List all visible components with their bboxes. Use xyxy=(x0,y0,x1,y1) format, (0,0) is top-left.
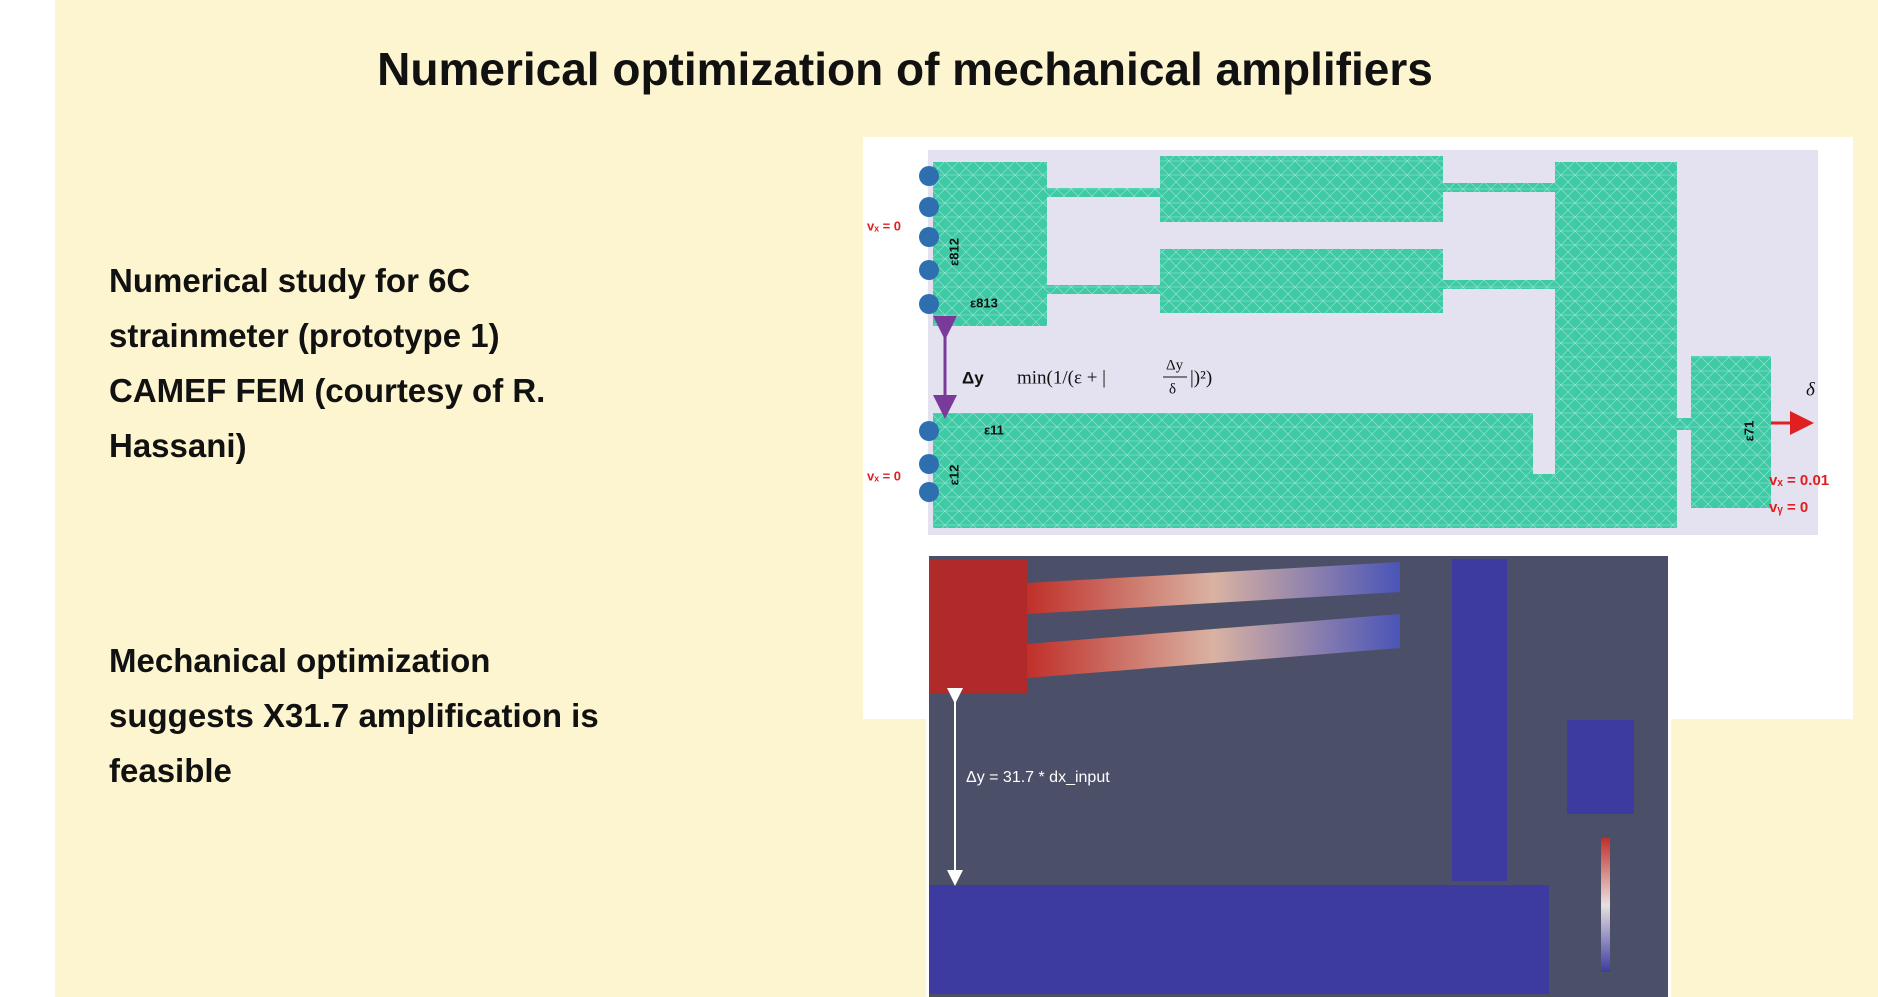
objective: min(1/(ε + | xyxy=(1017,367,1106,388)
output-column xyxy=(1452,559,1507,881)
boundary-label: vᵧ = 0 xyxy=(1769,499,1808,516)
gauge-label: ε813 xyxy=(970,295,998,310)
objective-denominator: δ xyxy=(1169,381,1176,397)
boundary-label: vₓ = 0.01 xyxy=(1769,472,1829,489)
output-label: δ xyxy=(1806,379,1816,400)
gauge-label: ε812 xyxy=(946,238,961,266)
annotation: Δy = 31.7 * dx_input xyxy=(966,769,1110,786)
page: Numerical optimization of mechanical amp… xyxy=(0,0,1878,997)
base-block xyxy=(929,885,1549,994)
boundary-label: vₓ = 0 xyxy=(867,468,901,483)
objective-numerator: Δy xyxy=(1166,357,1184,373)
result-figure: Δy = 31.7 * dx_input xyxy=(926,553,1671,997)
gauge-label: ε71 xyxy=(1741,421,1756,442)
input-block xyxy=(929,559,1027,693)
colorbar xyxy=(1601,838,1610,972)
objective: |)²) xyxy=(1190,367,1212,388)
figures: vₓ = 0 vₓ = 0 ε812 ε813 ε11 ε12 ε71 Δy v… xyxy=(0,0,1878,997)
gauge-label: ε11 xyxy=(984,422,1004,437)
gauge-label: ε12 xyxy=(946,465,961,486)
output-block xyxy=(1567,720,1634,814)
boundary-label: vₓ = 0 xyxy=(867,218,901,233)
gap-label: Δy xyxy=(962,368,984,387)
